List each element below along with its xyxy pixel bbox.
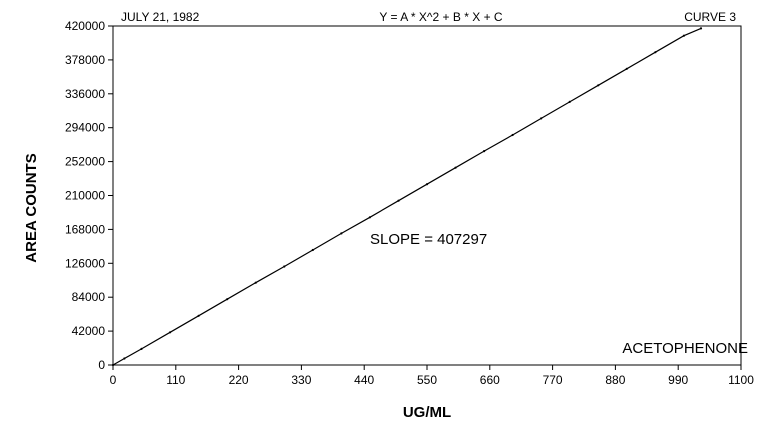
data-point xyxy=(283,265,286,268)
data-point xyxy=(540,117,543,120)
y-tick-label: 42000 xyxy=(72,324,106,338)
data-point xyxy=(169,331,172,334)
data-point xyxy=(311,248,314,252)
x-tick-label: 880 xyxy=(605,373,625,387)
slope-annotation: SLOPE = 407297 xyxy=(370,231,487,248)
x-axis: 0 110 220 330 440 550 660 770 880 990 1100 xyxy=(110,365,754,387)
x-tick-label: 1100 xyxy=(728,373,754,387)
data-point xyxy=(699,27,703,30)
x-tick-label: 330 xyxy=(291,373,311,387)
data-point xyxy=(397,199,400,202)
y-tick-label: 336000 xyxy=(65,87,105,101)
date-label: JULY 21, 1982 xyxy=(121,10,200,24)
y-tick-label: 252000 xyxy=(65,155,105,169)
data-point xyxy=(123,357,126,360)
data-point xyxy=(568,100,571,103)
x-tick-label: 550 xyxy=(417,373,437,387)
curve-label: CURVE 3 xyxy=(684,10,736,24)
data-point xyxy=(597,84,600,87)
y-tick-label: 294000 xyxy=(65,121,105,135)
data-point xyxy=(511,133,514,137)
data-point xyxy=(483,150,486,153)
x-tick-label: 110 xyxy=(166,373,185,387)
x-tick-label: 220 xyxy=(229,373,249,387)
y-axis-title: AREA COUNTS xyxy=(23,153,40,262)
y-tick-label: 0 xyxy=(98,358,105,372)
plot-frame xyxy=(112,25,742,366)
x-tick-label: 990 xyxy=(668,373,688,387)
x-tick-label: 660 xyxy=(480,373,500,387)
data-point xyxy=(340,232,343,235)
x-tick-label: 440 xyxy=(354,373,374,387)
data-point xyxy=(654,51,657,54)
data-point xyxy=(111,363,115,367)
x-tick-label: 0 xyxy=(110,373,117,387)
data-point xyxy=(197,314,200,317)
data-point xyxy=(625,67,628,70)
data-point xyxy=(682,34,686,37)
y-tick-label: 210000 xyxy=(65,189,105,203)
data-point xyxy=(254,281,257,284)
y-tick-label: 168000 xyxy=(65,222,105,236)
y-tick-label: 420000 xyxy=(65,19,105,33)
data-point xyxy=(454,166,457,169)
y-axis: 0 42000 84000 126000 168000 210000 252000 29400… xyxy=(65,19,113,372)
data-point xyxy=(368,216,371,219)
compound-label: ACETOPHENONE xyxy=(622,340,748,357)
data-point xyxy=(140,347,143,350)
equation-label: Y = A * X^2 + B * X + C xyxy=(379,10,502,24)
x-axis-title: UG/ML xyxy=(403,404,451,421)
data-point xyxy=(425,183,429,186)
y-tick-label: 378000 xyxy=(65,53,105,67)
y-tick-label: 84000 xyxy=(72,290,106,304)
data-point xyxy=(226,298,229,301)
y-tick-label: 126000 xyxy=(65,256,105,270)
series-layer xyxy=(111,27,703,367)
x-tick-label: 770 xyxy=(543,373,563,387)
